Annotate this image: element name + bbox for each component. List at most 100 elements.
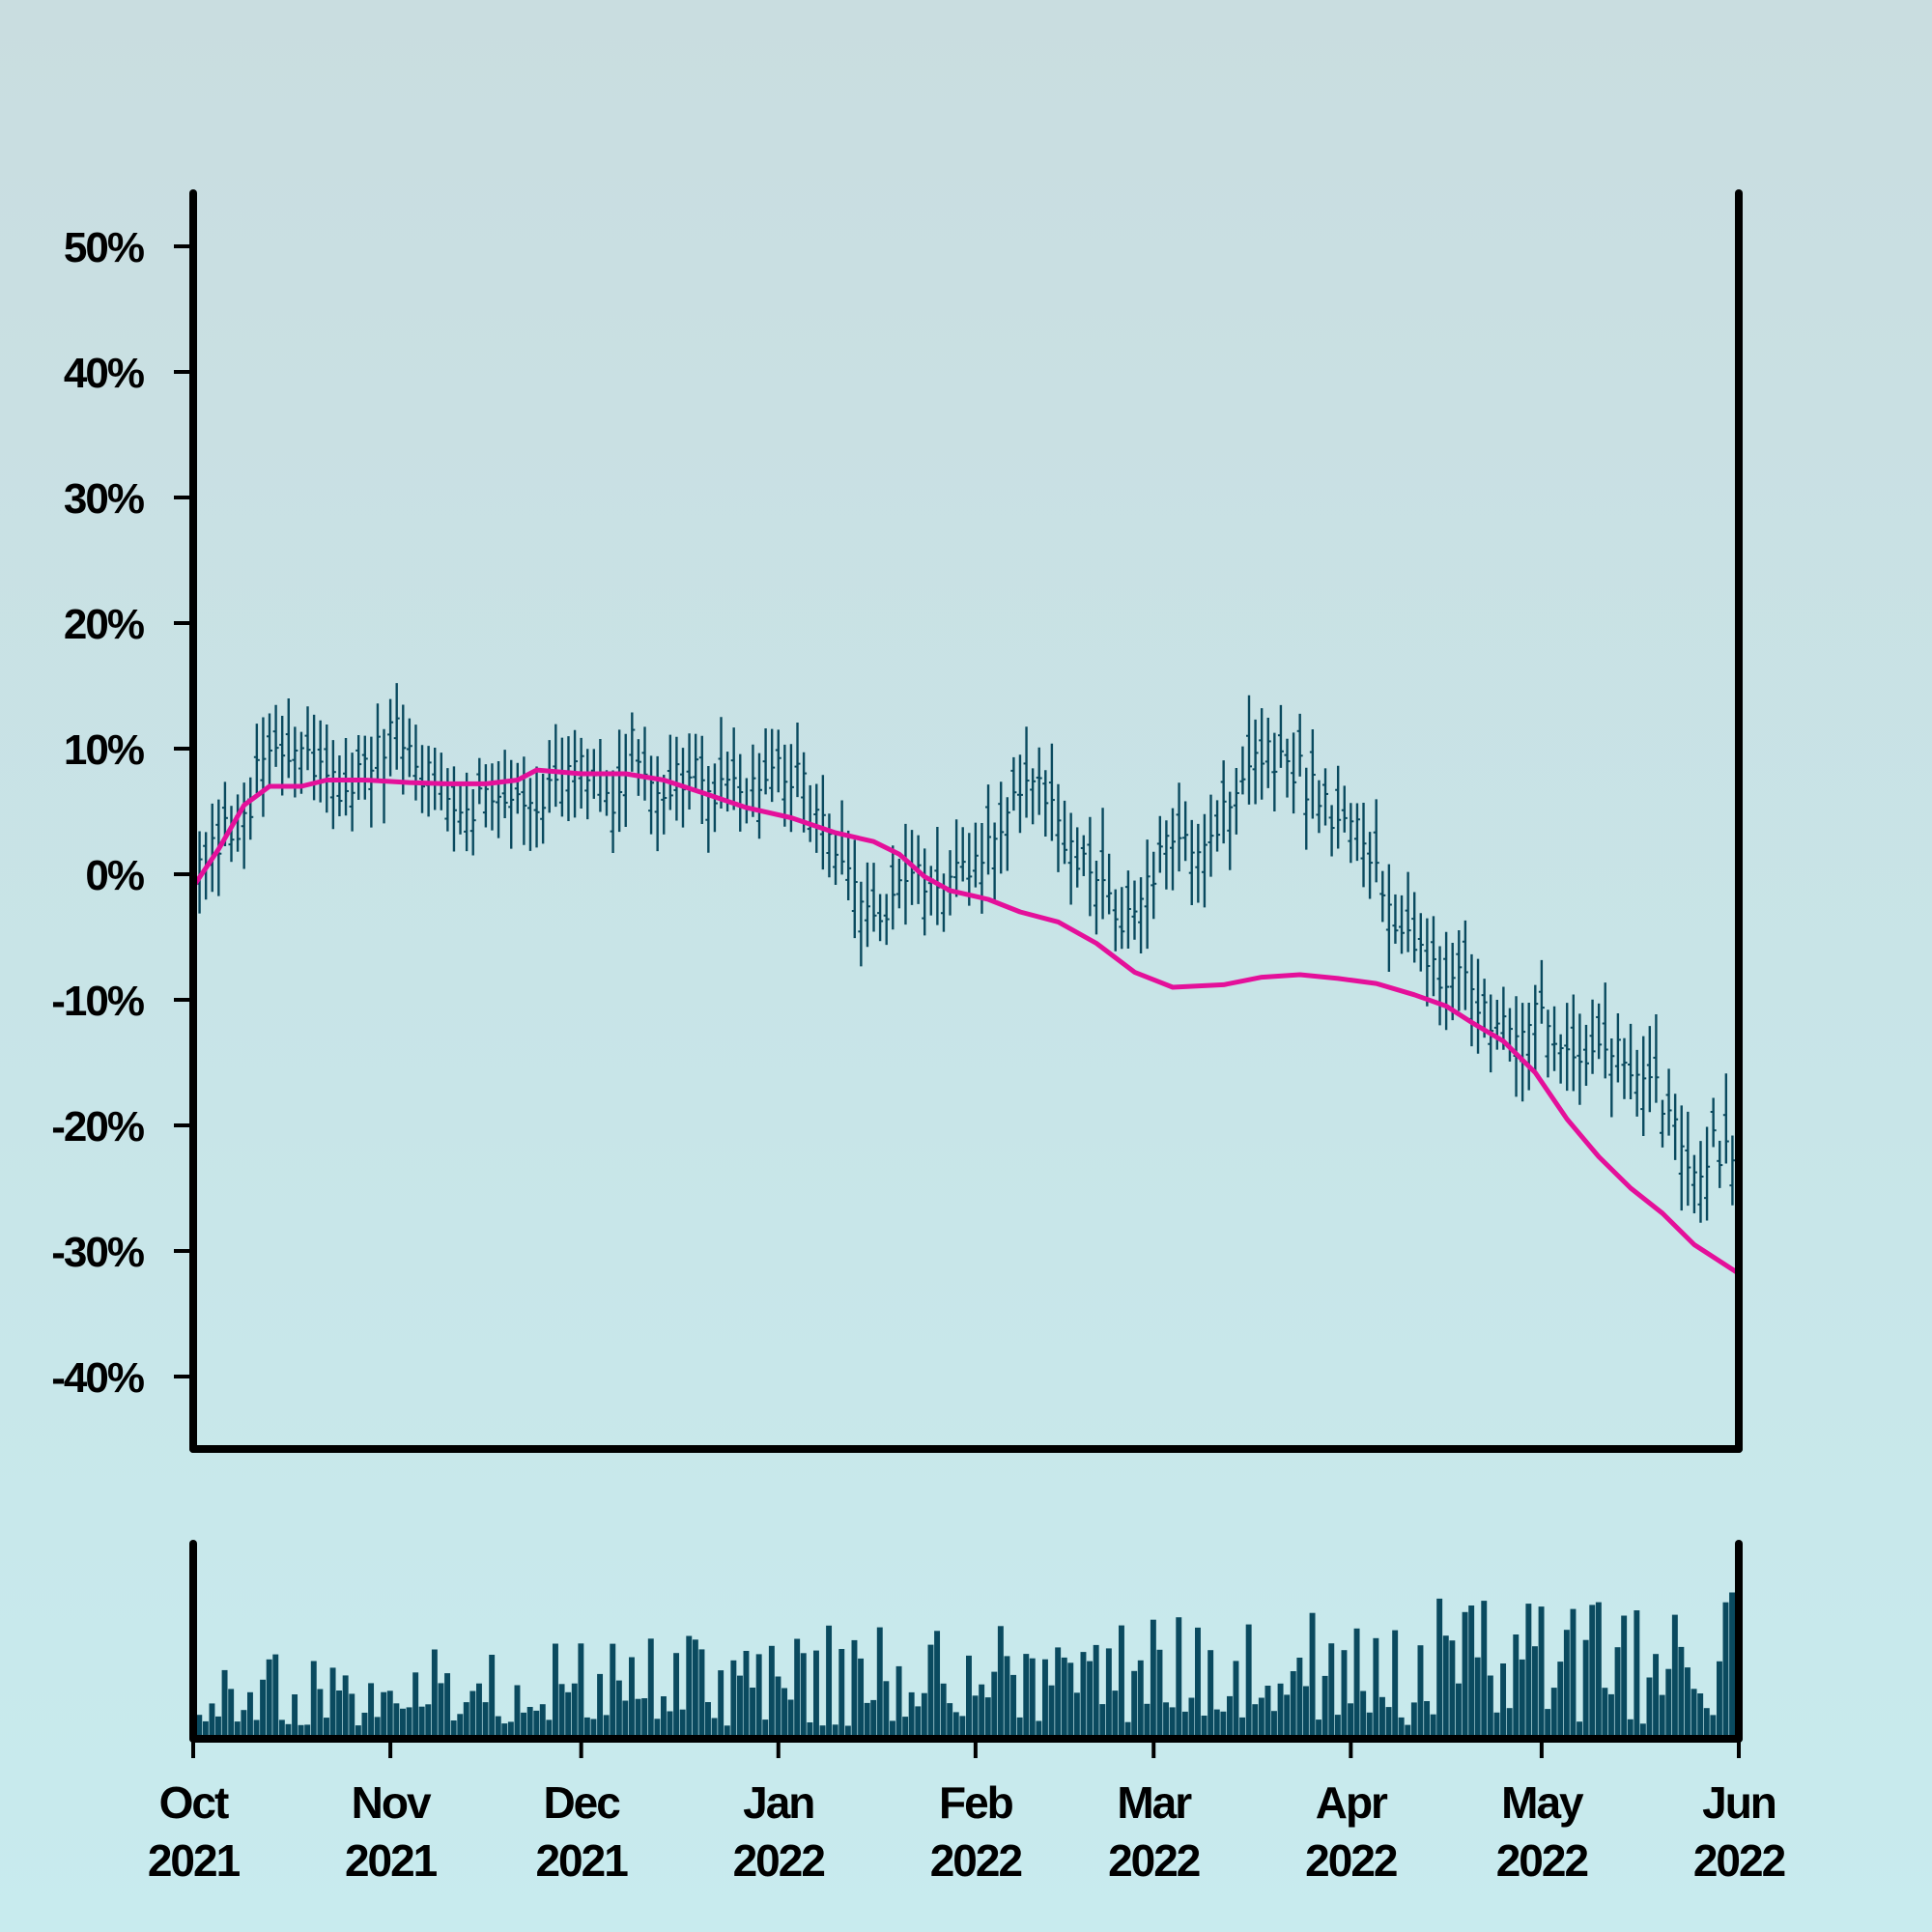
- volume-bar: [876, 1627, 883, 1735]
- price-axes: [174, 189, 1743, 1453]
- ohlc-bar: [1589, 999, 1596, 1074]
- volume-bar: [1442, 1635, 1449, 1735]
- volume-bar: [489, 1655, 496, 1735]
- ohlc-bar: [819, 775, 826, 870]
- ohlc-bar: [1385, 864, 1392, 972]
- ohlc-bar: [1119, 887, 1125, 950]
- volume-bar: [1405, 1724, 1411, 1735]
- ohlc-bar: [1621, 1037, 1628, 1099]
- ohlc-bar: [1093, 860, 1099, 935]
- ohlc-bar: [883, 894, 890, 946]
- y-tick-label: 50%: [64, 224, 144, 271]
- volume-bar: [1353, 1628, 1360, 1735]
- ohlc-bar: [1227, 791, 1234, 870]
- volume-bar: [947, 1703, 953, 1735]
- volume-bar: [1042, 1659, 1048, 1735]
- ohlc-bar: [1087, 816, 1094, 917]
- ohlc-bar: [858, 881, 865, 967]
- volume-bar: [1449, 1640, 1456, 1735]
- volume-bar: [743, 1651, 750, 1735]
- x-tick-label-year: 2022: [733, 1835, 825, 1886]
- volume-bar: [336, 1690, 343, 1735]
- ohlc-bar: [603, 770, 610, 816]
- ohlc-bar: [412, 724, 419, 801]
- ohlc-bar: [1634, 1049, 1640, 1117]
- volume-bar: [1678, 1646, 1685, 1735]
- ohlc-bar: [311, 714, 318, 801]
- volume-bar: [1722, 1602, 1729, 1735]
- x-tick-label-year: 2022: [1693, 1835, 1785, 1886]
- volume-bar: [260, 1679, 267, 1735]
- volume-bar: [1481, 1601, 1488, 1735]
- volume-bar: [1360, 1690, 1367, 1735]
- volume-bar: [972, 1695, 979, 1735]
- volume-bar: [1595, 1602, 1602, 1735]
- ohlc-bar: [514, 762, 521, 814]
- y-tick-label: -40%: [51, 1354, 144, 1402]
- ohlc-bar: [521, 756, 527, 845]
- volume-bar: [647, 1638, 654, 1735]
- ohlc-bar: [1195, 823, 1202, 903]
- volume-bar: [418, 1706, 425, 1735]
- ohlc-bar: [743, 778, 750, 824]
- ohlc-bar: [553, 724, 559, 808]
- volume-bar: [1570, 1608, 1577, 1735]
- x-tick-label-month: Feb: [939, 1777, 1013, 1828]
- ohlc-bar: [927, 866, 934, 916]
- volume-bar: [1690, 1689, 1697, 1735]
- ohlc-bar: [247, 777, 254, 840]
- volume-bar: [526, 1707, 533, 1735]
- ohlc-bar: [985, 784, 992, 875]
- volume-bar: [1220, 1711, 1227, 1735]
- volume-bar: [1309, 1612, 1316, 1735]
- ohlc-bar: [343, 738, 350, 816]
- ohlc-bar: [374, 703, 381, 781]
- volume-bar: [730, 1660, 737, 1735]
- volume-bar: [762, 1719, 769, 1735]
- volume-bar: [400, 1708, 406, 1735]
- ohlc-bar: [1048, 743, 1055, 841]
- volume-bar: [495, 1716, 501, 1735]
- volume-bar: [750, 1688, 756, 1735]
- ohlc-bar: [1704, 1126, 1711, 1221]
- volume-bar: [1334, 1715, 1341, 1735]
- ohlc-bar: [813, 783, 820, 853]
- ohlc-bar: [756, 753, 763, 839]
- ohlc-bar: [1112, 889, 1119, 952]
- ohlc-bar: [807, 784, 813, 842]
- volume-bar: [425, 1704, 432, 1735]
- ohlc-bar: [610, 770, 616, 853]
- volume-bar: [393, 1703, 400, 1735]
- volume-bar: [1137, 1660, 1144, 1735]
- volume-bar: [1201, 1716, 1208, 1735]
- ohlc-bar: [419, 745, 426, 813]
- x-tick-label-month: Apr: [1316, 1777, 1388, 1828]
- volume-bar: [553, 1643, 558, 1735]
- x-tick-label-month: Jan: [743, 1777, 813, 1828]
- ohlc-bar: [1557, 1034, 1564, 1084]
- ohlc-bar: [400, 704, 407, 795]
- volume-bar: [533, 1710, 540, 1735]
- volume-bar: [927, 1644, 934, 1735]
- ohlc-bar: [629, 712, 636, 772]
- volume-bar: [1004, 1656, 1010, 1735]
- volume-bar: [202, 1720, 209, 1735]
- volume-bar: [1385, 1707, 1392, 1735]
- ohlc-bar: [1074, 827, 1081, 888]
- ohlc-bar: [1443, 931, 1450, 1031]
- volume-bar: [603, 1715, 610, 1735]
- volume-bar: [1582, 1639, 1589, 1735]
- volume-bar: [1163, 1702, 1170, 1735]
- ohlc-bar: [775, 729, 781, 793]
- ohlc-bar: [991, 822, 998, 904]
- ohlc-bar: [482, 764, 489, 828]
- volume-bar: [819, 1725, 826, 1735]
- ohlc-bar: [336, 755, 343, 817]
- ohlc-bar: [851, 839, 858, 939]
- ohlc-bar: [1246, 695, 1253, 805]
- volume-bar: [215, 1716, 221, 1735]
- x-tick-label-month: Nov: [352, 1777, 432, 1828]
- x-tick-label-year: 2022: [1305, 1835, 1397, 1886]
- ohlc-bar: [361, 735, 368, 800]
- ohlc-bar: [1335, 765, 1342, 849]
